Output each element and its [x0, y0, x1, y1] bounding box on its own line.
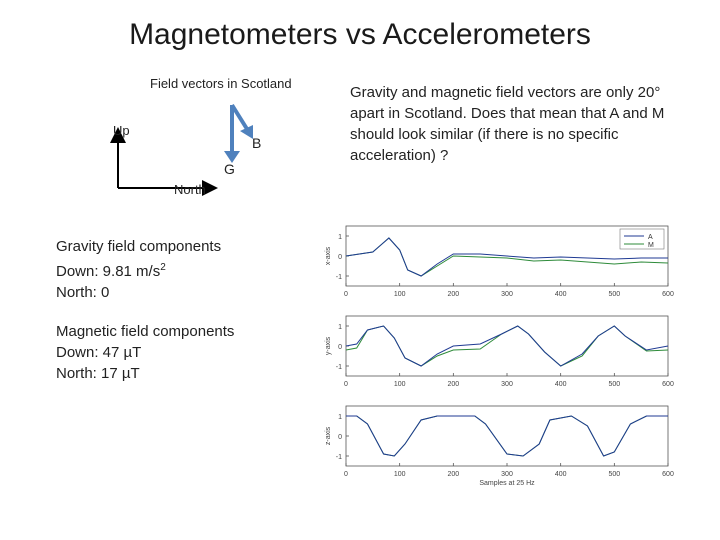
x-tick-label: 400 [555, 471, 567, 478]
magnetic-components: Magnetic field components Down: 47 µT No… [56, 321, 234, 384]
series-line-A [345, 237, 668, 277]
x-tick-label: 500 [608, 381, 620, 388]
x-tick-label: 100 [394, 381, 406, 388]
y-tick-label: 1 [338, 414, 342, 421]
gravity-down-text: Down: 9.81 m/s [56, 263, 161, 280]
y-tick-label: 0 [338, 344, 342, 351]
gravity-components: Gravity field components Down: 9.81 m/s2… [56, 236, 221, 303]
y-tick-label: 0 [338, 254, 342, 261]
magnetic-arrowhead [240, 125, 253, 139]
magnetic-north: North: 17 µT [56, 365, 140, 382]
chart-frame [345, 315, 669, 377]
x-tick-label: 200 [447, 291, 459, 298]
y-tick-label: 1 [338, 324, 342, 331]
legend-box [619, 228, 665, 250]
slide-title: Magnetometers vs Accelerometers [129, 18, 591, 51]
y-tick-label: 0 [338, 434, 342, 441]
y-axis-label: x-axis [325, 246, 332, 265]
legend-label: M [648, 242, 654, 249]
x-tick-label: 300 [501, 381, 513, 388]
b-label: B [252, 135, 262, 151]
y-tick-label: -1 [336, 454, 342, 461]
series-line-A [345, 325, 669, 367]
north-label: North [174, 182, 206, 197]
g-label: G [224, 161, 235, 177]
legend-label: A [648, 234, 653, 241]
x-tick-label: 400 [555, 381, 567, 388]
y-tick-label: 1 [338, 234, 342, 241]
gravity-down: Down: 9.81 m/s2 [56, 257, 221, 282]
x-tick-label: 100 [394, 291, 406, 298]
x-tick-label: 500 [608, 471, 620, 478]
y-tick-label: -1 [336, 274, 342, 281]
x-tick-label: 200 [447, 471, 459, 478]
x-tick-label: 400 [555, 291, 567, 298]
chart-frame [345, 405, 669, 467]
series-line-A [346, 415, 668, 457]
x-tick-label: 100 [394, 471, 406, 478]
x-tick-label: 200 [447, 381, 459, 388]
x-tick-label: 0 [344, 291, 348, 298]
magnetic-vector [230, 103, 249, 131]
y-axis-label: z-axis [325, 426, 332, 445]
x-tick-label: 600 [662, 471, 674, 478]
x-tick-label: 0 [344, 381, 348, 388]
gravity-north: North: 0 [56, 284, 110, 301]
y-axis-label: y-axis [325, 336, 332, 355]
description-paragraph: Gravity and magnetic field vectors are o… [350, 84, 665, 164]
gravity-down-superscript: 2 [160, 262, 166, 273]
x-tick-label: 300 [501, 471, 513, 478]
gravity-heading: Gravity field components [56, 238, 222, 255]
x-tick-label: 0 [344, 471, 348, 478]
field-vector-diagram [110, 103, 253, 196]
magnetic-heading: Magnetic field components [56, 323, 235, 340]
y-tick-label: -1 [336, 364, 342, 371]
x-tick-label: 500 [608, 291, 620, 298]
up-label: Up [113, 123, 130, 138]
x-tick-label: 600 [662, 291, 674, 298]
x-axis-label: Samples at 25 Hz [479, 480, 535, 487]
diagram-title: Field vectors in Scotland [150, 76, 292, 91]
x-tick-label: 600 [662, 381, 674, 388]
magnetic-down: Down: 47 µT [56, 344, 142, 361]
gravity-arrowhead [224, 151, 240, 163]
x-tick-label: 300 [501, 291, 513, 298]
